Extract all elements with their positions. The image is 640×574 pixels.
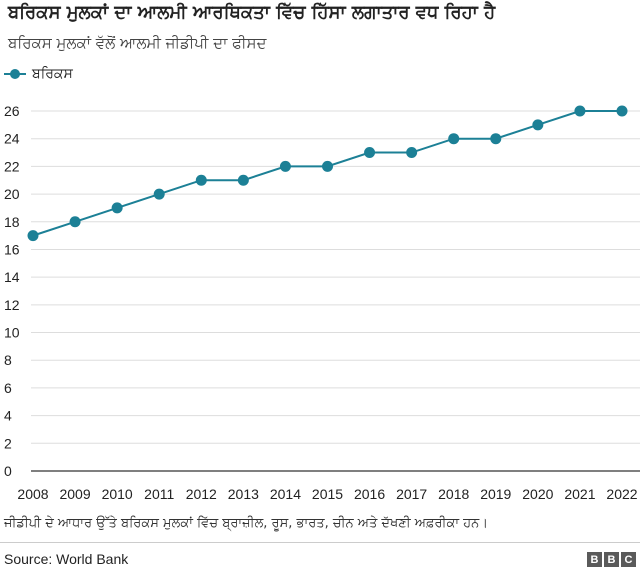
y-tick-label: 6 xyxy=(4,380,12,396)
y-tick-label: 12 xyxy=(4,297,20,313)
x-tick-label: 2019 xyxy=(480,486,511,502)
x-tick-label: 2013 xyxy=(228,486,259,502)
y-tick-label: 20 xyxy=(4,186,20,202)
y-tick-label: 22 xyxy=(4,158,20,174)
legend-label: ਬਰਿਕਸ xyxy=(32,66,73,82)
x-tick-label: 2011 xyxy=(144,486,174,502)
series-line xyxy=(32,110,622,237)
data-point xyxy=(574,105,586,117)
y-tick-label: 8 xyxy=(4,352,12,368)
y-tick-label: 26 xyxy=(4,103,20,119)
data-point xyxy=(532,119,544,131)
bbc-logo-letter: C xyxy=(621,552,636,567)
footnote: ਜੀਡੀਪੀ ਦੇ ਆਧਾਰ ਉੱਤੇ ਬਰਿਕਸ ਮੁਲਕਾਂ ਵਿੱਚ ਬ੍… xyxy=(4,516,489,531)
x-tick-label: 2017 xyxy=(396,486,427,502)
y-tick-label: 2 xyxy=(4,435,12,451)
x-tick-label: 2010 xyxy=(102,486,133,502)
data-point xyxy=(27,230,39,242)
data-point xyxy=(448,133,460,145)
y-tick-label: 4 xyxy=(4,408,12,424)
x-tick-label: 2015 xyxy=(312,486,343,502)
bbc-logo: B B C xyxy=(587,552,636,567)
x-tick-label: 2020 xyxy=(522,486,553,502)
data-point xyxy=(153,188,165,200)
x-tick-label: 2012 xyxy=(186,486,217,502)
y-tick-label: 14 xyxy=(4,269,20,285)
x-tick-label: 2018 xyxy=(438,486,469,502)
data-point xyxy=(490,133,502,145)
data-point xyxy=(279,160,291,172)
data-point xyxy=(364,147,376,159)
footer-divider xyxy=(0,542,640,543)
y-tick-label: 10 xyxy=(4,325,20,341)
x-tick-label: 2009 xyxy=(59,486,90,502)
legend: ਬਰਿਕਸ xyxy=(4,66,73,82)
x-tick-label: 2014 xyxy=(270,486,301,502)
x-tick-label: 2021 xyxy=(564,486,595,502)
legend-swatch xyxy=(4,67,26,81)
data-point xyxy=(69,216,81,228)
chart-title: ਬਰਿਕਸ ਮੁਲਕਾਂ ਦਾ ਆਲਮੀ ਆਰਥਿਕਤਾ ਵਿੱਚ ਹਿੱਸਾ … xyxy=(8,2,496,23)
data-point xyxy=(237,174,249,186)
bbc-logo-letter: B xyxy=(604,552,619,567)
data-point xyxy=(111,202,123,214)
data-point xyxy=(406,147,418,159)
x-tick-label: 2008 xyxy=(17,486,48,502)
x-tick-label: 2016 xyxy=(354,486,385,502)
y-tick-label: 0 xyxy=(4,463,12,479)
data-point xyxy=(616,105,628,117)
data-point xyxy=(322,160,333,172)
data-point xyxy=(195,174,207,186)
bbc-logo-letter: B xyxy=(587,552,602,567)
x-tick-label: 2022 xyxy=(606,486,637,502)
y-tick-label: 16 xyxy=(4,241,20,257)
y-tick-label: 24 xyxy=(4,131,20,147)
source-label: Source: World Bank xyxy=(4,551,129,567)
y-tick-label: 18 xyxy=(4,214,20,230)
chart-subtitle: ਬਰਿਕਸ ਮੁਲਕਾਂ ਵੱਲੋਂ ਆਲਮੀ ਜੀਡੀਪੀ ਦਾ ਫੀਸਦ xyxy=(8,34,267,52)
